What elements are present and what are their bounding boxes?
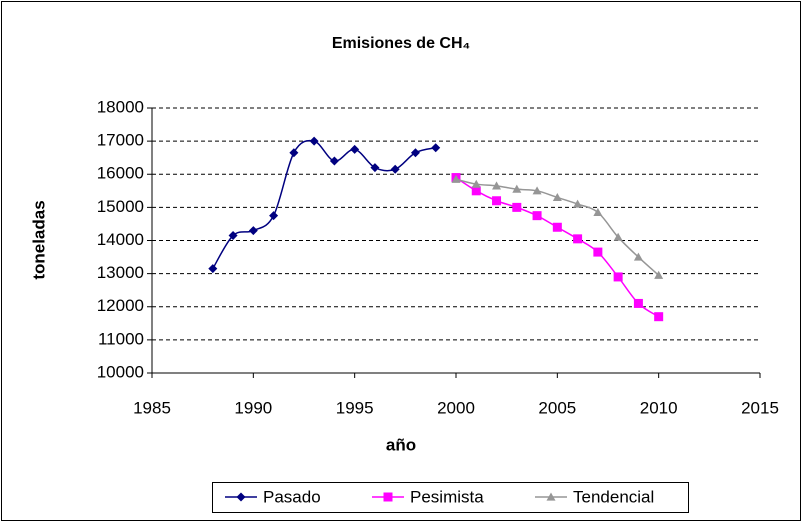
data-point — [654, 270, 664, 279]
data-point — [471, 186, 481, 196]
data-point — [492, 181, 502, 190]
data-point — [573, 234, 583, 244]
data-point — [431, 143, 441, 153]
data-point — [269, 211, 279, 221]
data-point — [289, 148, 299, 158]
chart-title: Emisiones de CH₄ — [332, 35, 470, 52]
data-point — [350, 144, 360, 154]
data-point — [552, 192, 562, 202]
data-point — [410, 148, 420, 158]
x-tick-label: 2005 — [538, 398, 576, 417]
data-point — [532, 211, 542, 221]
data-point — [654, 312, 664, 322]
y-tick-label: 14000 — [97, 230, 144, 249]
data-point — [633, 298, 643, 308]
data-point — [390, 164, 400, 174]
data-point — [573, 199, 583, 208]
x-axis-label: año — [386, 435, 416, 454]
legend-marker — [383, 492, 393, 502]
data-point — [370, 163, 380, 173]
x-tick-label: 1990 — [234, 398, 272, 417]
data-point — [512, 202, 522, 212]
x-tick-label: 2015 — [741, 398, 779, 417]
x-tick-label: 2010 — [640, 398, 678, 417]
data-point — [512, 184, 522, 193]
x-tick-label: 1985 — [133, 398, 171, 417]
data-point — [593, 207, 603, 216]
y-tick-label: 13000 — [97, 263, 144, 282]
legend-label: Pesimista — [410, 487, 484, 506]
data-point — [532, 186, 542, 195]
data-point — [613, 272, 623, 282]
x-tick-label: 1995 — [336, 398, 374, 417]
y-tick-label: 15000 — [97, 197, 144, 216]
data-point — [471, 179, 481, 188]
data-point — [492, 196, 502, 206]
legend-label: Pasado — [263, 487, 321, 506]
data-point — [228, 231, 238, 241]
data-point — [208, 264, 218, 274]
y-tick-label: 16000 — [97, 164, 144, 183]
y-tick-label: 18000 — [97, 97, 144, 116]
y-tick-label: 11000 — [98, 329, 144, 348]
data-point — [451, 174, 461, 183]
data-point — [309, 136, 319, 146]
y-tick-label: 17000 — [97, 131, 144, 150]
legend-label: Tendencial — [573, 487, 654, 506]
y-tick-label: 10000 — [97, 362, 144, 381]
y-tick-label: 12000 — [97, 296, 144, 315]
legend-box — [212, 482, 689, 513]
data-point — [552, 222, 562, 232]
data-point — [248, 226, 258, 236]
data-point — [613, 232, 623, 241]
data-point — [329, 156, 339, 166]
x-tick-label: 2000 — [437, 398, 475, 417]
legend-marker — [236, 492, 246, 502]
data-point — [633, 252, 643, 261]
y-axis-label: toneladas — [29, 200, 48, 279]
legend-marker — [546, 492, 556, 501]
data-point — [593, 247, 603, 257]
